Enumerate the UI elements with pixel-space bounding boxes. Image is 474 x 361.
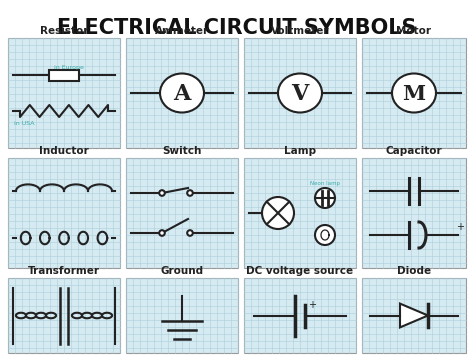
Bar (126, 38, 238, 148)
Ellipse shape (278, 74, 322, 113)
Ellipse shape (392, 74, 436, 113)
Text: Capacitor: Capacitor (386, 146, 442, 156)
Bar (362, 278, 466, 353)
Bar (126, 278, 238, 353)
Text: Neon lamp: Neon lamp (310, 181, 340, 186)
Text: Ground: Ground (160, 266, 203, 276)
Bar (49, 70, 79, 81)
Text: +: + (308, 300, 316, 310)
Text: ELECTRICAL CIRCUIT SYMBOLS: ELECTRICAL CIRCUIT SYMBOLS (57, 18, 417, 38)
Text: V: V (292, 83, 309, 105)
Circle shape (315, 225, 335, 245)
Text: Lamp: Lamp (284, 146, 316, 156)
Text: in Europe: in Europe (54, 65, 84, 70)
Bar (244, 38, 356, 148)
Bar (8, 158, 120, 268)
Text: Transformer: Transformer (28, 266, 100, 276)
Bar (126, 158, 238, 268)
Circle shape (262, 197, 294, 229)
Polygon shape (400, 304, 428, 327)
Text: Motor: Motor (396, 26, 431, 36)
Text: M: M (402, 84, 426, 104)
Bar (8, 278, 120, 353)
Ellipse shape (160, 74, 204, 113)
Text: Diode: Diode (397, 266, 431, 276)
Bar (362, 158, 466, 268)
Text: +: + (456, 222, 464, 232)
Text: Ammeter: Ammeter (155, 26, 209, 36)
Circle shape (315, 188, 335, 208)
Text: Switch: Switch (162, 146, 202, 156)
Bar (8, 38, 120, 148)
Bar (244, 158, 356, 268)
Text: Inductor: Inductor (39, 146, 89, 156)
Text: A: A (173, 83, 191, 105)
Text: Resistor: Resistor (40, 26, 88, 36)
Bar (244, 278, 356, 353)
Circle shape (187, 230, 193, 236)
Circle shape (159, 230, 165, 236)
Text: Voltmeter: Voltmeter (271, 26, 329, 36)
Text: DC voltage source: DC voltage source (246, 266, 354, 276)
Circle shape (159, 190, 165, 196)
Bar (362, 38, 466, 148)
Circle shape (187, 190, 193, 196)
Text: in USA: in USA (14, 121, 35, 126)
